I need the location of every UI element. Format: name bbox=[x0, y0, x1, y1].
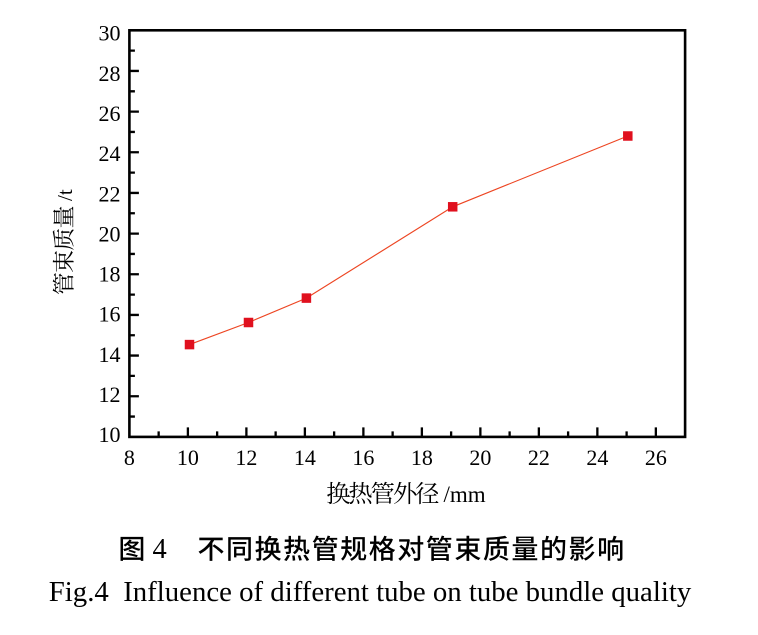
svg-text:22: 22 bbox=[99, 181, 121, 206]
svg-text:24: 24 bbox=[99, 141, 121, 166]
svg-text:Fig.4 Influence of different: Fig.4 Influence of different tube on tub… bbox=[49, 576, 692, 608]
svg-text:30: 30 bbox=[99, 21, 121, 46]
svg-text:26: 26 bbox=[645, 445, 667, 470]
svg-text:20: 20 bbox=[99, 221, 121, 246]
svg-text:8: 8 bbox=[124, 445, 135, 470]
svg-text:14: 14 bbox=[294, 445, 316, 470]
svg-text:10: 10 bbox=[99, 422, 121, 447]
svg-text:10: 10 bbox=[177, 445, 199, 470]
svg-text:16: 16 bbox=[99, 302, 121, 327]
svg-text:18: 18 bbox=[411, 445, 433, 470]
svg-text:12: 12 bbox=[235, 445, 257, 470]
svg-text:4: 4 bbox=[152, 534, 166, 565]
svg-text:/mm: /mm bbox=[444, 482, 486, 507]
svg-text:18: 18 bbox=[99, 262, 121, 287]
svg-text:22: 22 bbox=[528, 445, 550, 470]
svg-text:14: 14 bbox=[99, 342, 121, 367]
svg-text:28: 28 bbox=[99, 61, 121, 86]
svg-text:/t: /t bbox=[53, 189, 77, 201]
svg-text:24: 24 bbox=[586, 445, 608, 470]
svg-text:20: 20 bbox=[469, 445, 491, 470]
svg-text:12: 12 bbox=[99, 382, 121, 407]
svg-text:26: 26 bbox=[99, 101, 121, 126]
svg-text:16: 16 bbox=[352, 445, 374, 470]
